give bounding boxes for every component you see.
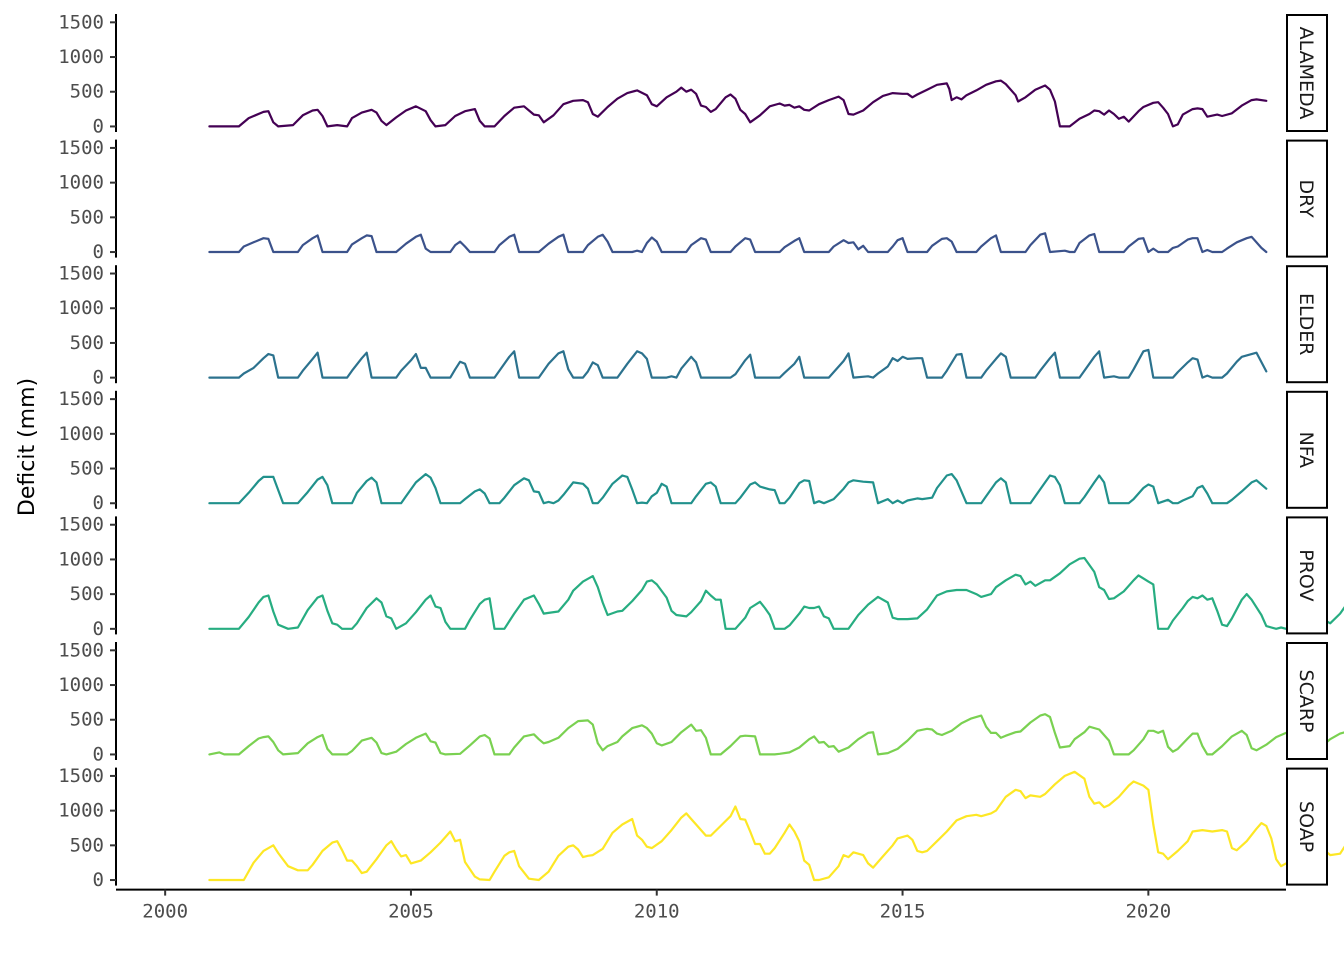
- x-tick-label: 2010: [634, 901, 680, 923]
- y-tick-label: 0: [93, 367, 104, 389]
- y-tick-label: 1500: [58, 137, 104, 159]
- facet-strip: [1286, 642, 1328, 760]
- facet-strip-label: ELDER: [1295, 293, 1317, 355]
- panel-soap: 0 500 1000 1500 SOAP: [58, 765, 1344, 891]
- y-tick-label: 0: [93, 115, 104, 137]
- facet-strip: [1286, 265, 1328, 384]
- panel-elder: 0 500 1000 1500 ELDER: [58, 263, 1328, 389]
- y-tick-label: 0: [93, 618, 104, 640]
- y-tick-label: 500: [70, 709, 104, 731]
- y-tick-label: 0: [93, 743, 104, 765]
- facet-strip: [1286, 14, 1328, 132]
- facet-strip-label: ALAMEDA: [1295, 27, 1317, 120]
- facet-strip: [1286, 390, 1328, 509]
- series-line-soap: [208, 770, 1344, 882]
- y-tick-label: 0: [93, 241, 104, 263]
- panel-dry: 0 500 1000 1500 DRY: [58, 137, 1328, 263]
- y-tick-label: 1500: [58, 11, 104, 33]
- series-line-dry: [208, 232, 1268, 254]
- facet-panels: 0 500 1000 1500 ALAMEDA 0 500 1000 1500 DRY 0 500 10…: [58, 11, 1344, 891]
- series-line-scarp: [208, 713, 1344, 756]
- x-tick-label: 2005: [388, 901, 434, 923]
- y-tick-label: 1000: [58, 800, 104, 822]
- y-tick-label: 1500: [58, 514, 104, 536]
- y-tick-label: 0: [93, 492, 104, 514]
- x-tick-label: 2020: [1125, 901, 1171, 923]
- y-tick-label: 1000: [58, 423, 104, 445]
- y-axis-title: Deficit (mm): [15, 378, 40, 516]
- series-line-alameda: [208, 79, 1268, 128]
- panel-prov: 0 500 1000 1500 PROV: [58, 514, 1344, 640]
- panel-scarp: 0 500 1000 1500 SCARP: [58, 639, 1344, 765]
- y-tick-label: 1000: [58, 172, 104, 194]
- x-tick-label: 2015: [880, 901, 926, 923]
- y-tick-label: 0: [93, 869, 104, 891]
- y-tick-label: 1500: [58, 388, 104, 410]
- facet-strip-label: SCARP: [1295, 670, 1317, 733]
- y-tick-label: 1000: [58, 674, 104, 696]
- y-tick-label: 1000: [58, 297, 104, 319]
- y-tick-label: 500: [70, 458, 104, 480]
- x-axis: 2000 2005 2010 2015 2020: [116, 888, 1286, 923]
- series-line-prov: [208, 556, 1344, 630]
- y-tick-label: 500: [70, 206, 104, 228]
- y-tick-label: 1000: [58, 548, 104, 570]
- y-tick-label: 500: [70, 81, 104, 103]
- x-tick-label: 2000: [142, 901, 188, 923]
- y-tick-label: 1500: [58, 263, 104, 285]
- facet-strip-label: SOAP: [1295, 801, 1317, 852]
- y-tick-label: 500: [70, 583, 104, 605]
- y-tick-label: 1500: [58, 639, 104, 661]
- series-line-elder: [208, 348, 1268, 379]
- panel-alameda: 0 500 1000 1500 ALAMEDA: [58, 11, 1328, 137]
- facet-strip: [1286, 139, 1328, 258]
- facet-strip-label: NFA: [1295, 432, 1317, 468]
- y-tick-label: 1000: [58, 46, 104, 68]
- series-line-nfa: [208, 473, 1268, 505]
- facet-strip-label: DRY: [1295, 179, 1317, 218]
- facet-strip: [1286, 516, 1328, 635]
- panel-nfa: 0 500 1000 1500 NFA: [58, 388, 1328, 514]
- facet-strip: [1286, 767, 1328, 886]
- y-tick-label: 500: [70, 834, 104, 856]
- y-tick-label: 500: [70, 332, 104, 354]
- facet-strip-label: PROV: [1295, 549, 1317, 601]
- y-tick-label: 1500: [58, 765, 104, 787]
